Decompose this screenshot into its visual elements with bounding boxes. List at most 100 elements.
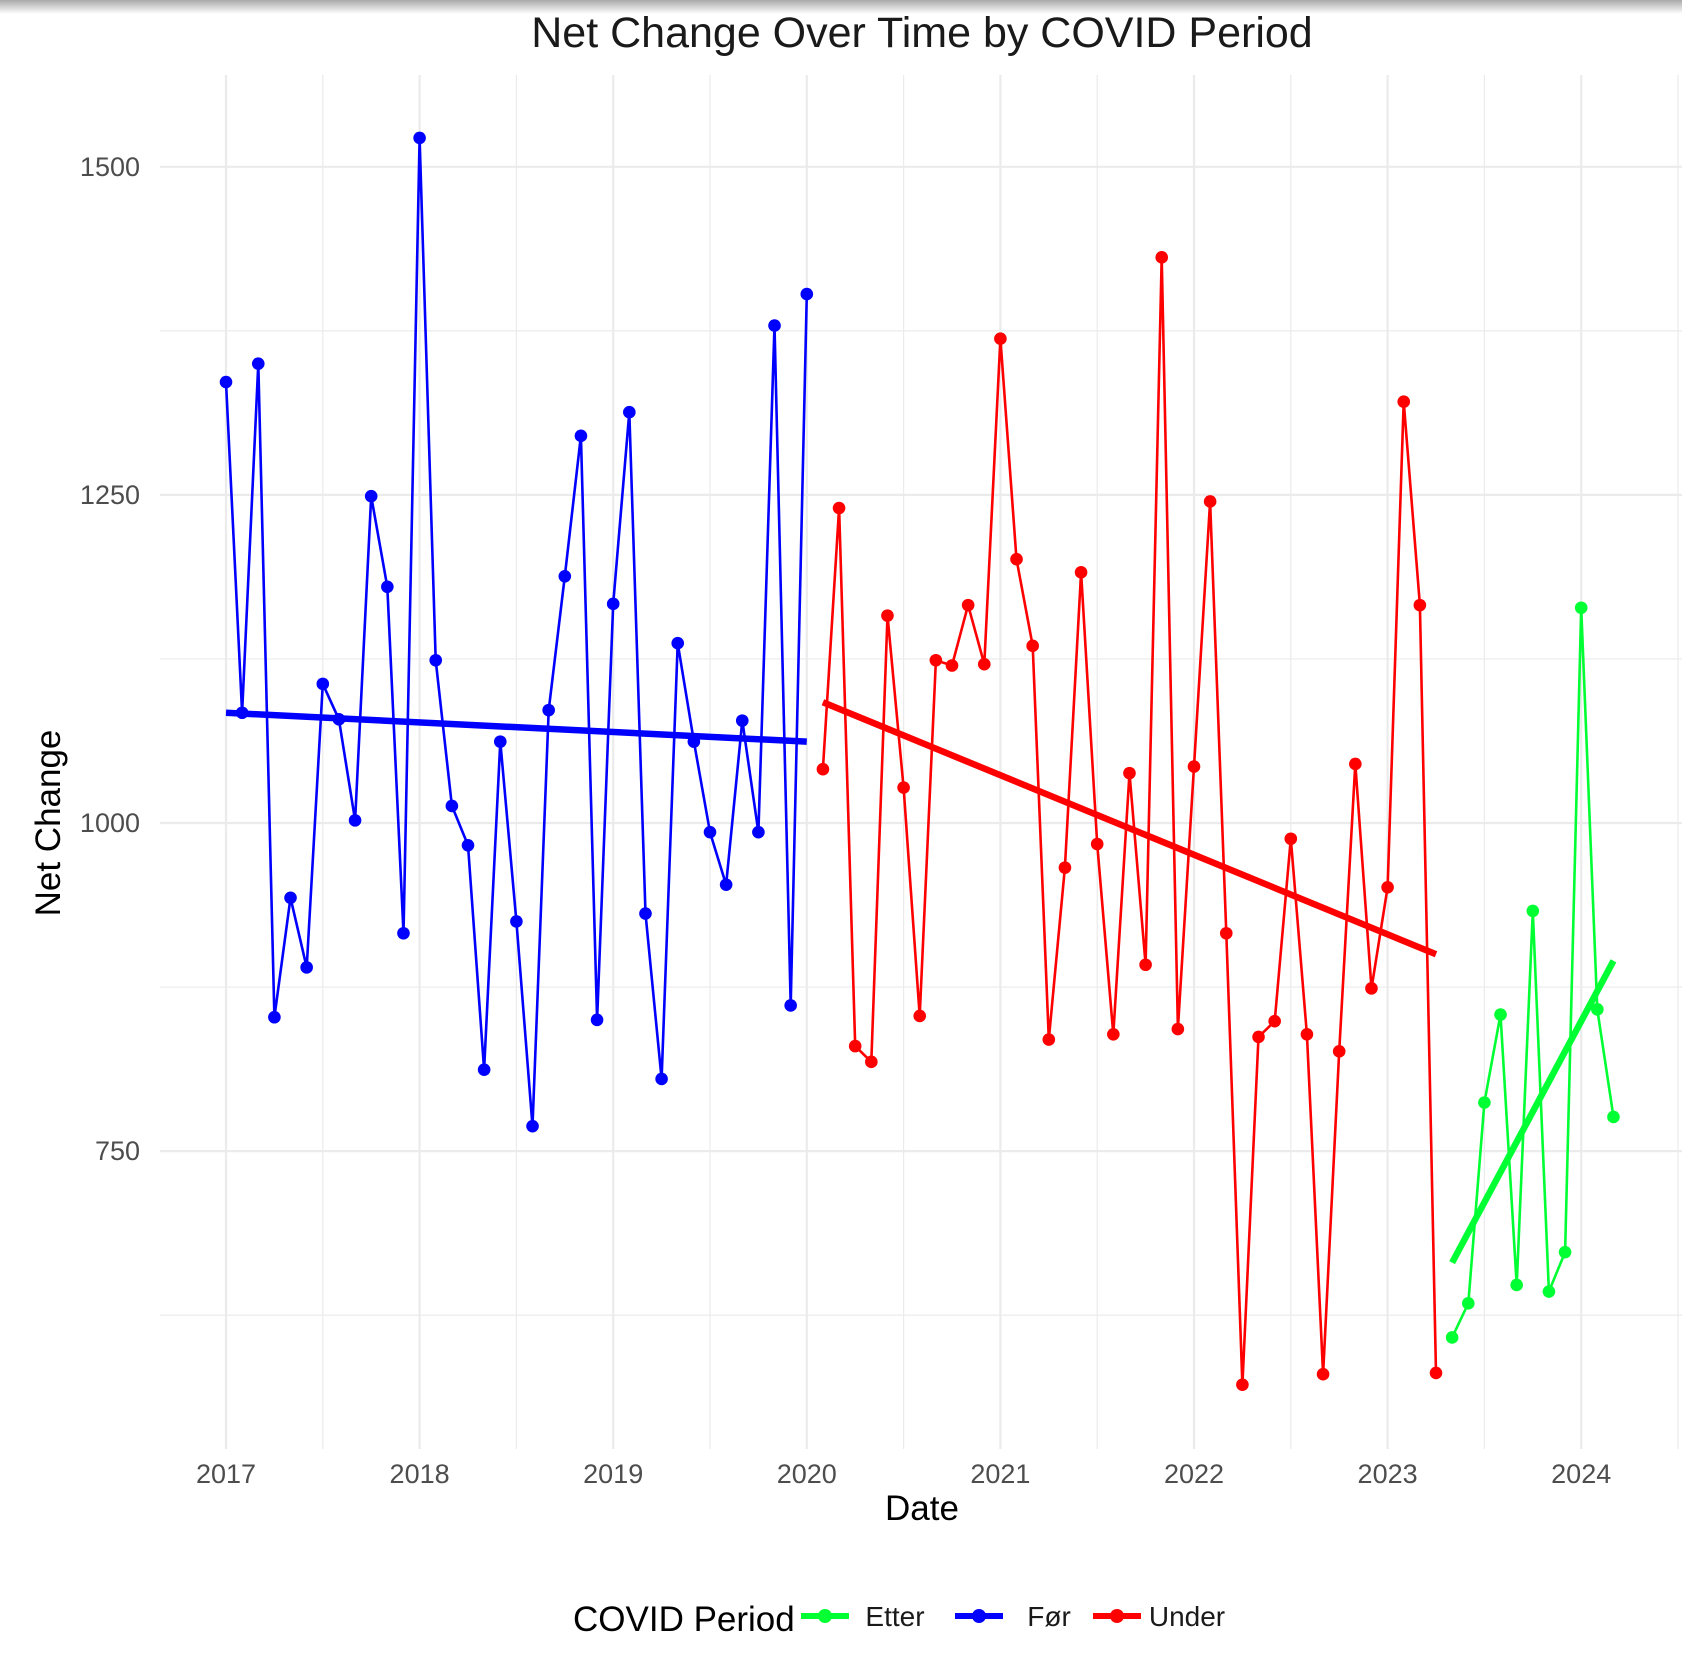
x-tick-label: 2024 <box>1551 1459 1611 1489</box>
data-point-f-r <box>687 735 701 748</box>
data-point-under <box>977 657 991 671</box>
x-tick-label: 2019 <box>583 1459 643 1489</box>
data-point-f-r <box>284 891 297 905</box>
data-point-under <box>1413 598 1427 612</box>
data-point-f-r <box>558 569 572 583</box>
data-point-f-r <box>316 677 330 691</box>
x-tick-label: 2017 <box>196 1459 256 1489</box>
data-point-under <box>1107 1027 1120 1041</box>
data-point-etter <box>1607 1110 1620 1124</box>
data-point-under <box>929 653 943 667</box>
x-axis-title: Date <box>885 1489 959 1528</box>
data-point-under <box>1187 760 1201 773</box>
data-point-under <box>961 598 975 612</box>
y-axis-title: Net Change <box>29 730 68 917</box>
data-point-etter <box>1445 1331 1459 1344</box>
data-point-f-r <box>623 405 636 419</box>
data-point-under <box>945 659 959 672</box>
data-point-f-r <box>784 999 797 1012</box>
legend-key-point-etter <box>818 1609 832 1623</box>
y-tick-label: 750 <box>95 1136 140 1166</box>
data-point-f-r <box>493 735 507 748</box>
data-point-f-r <box>542 703 555 717</box>
grid <box>160 75 1682 1449</box>
data-point-f-r <box>752 825 765 839</box>
data-point-etter <box>1558 1245 1572 1259</box>
data-point-f-r <box>703 825 717 839</box>
legend-label-etter: Etter <box>865 1601 924 1632</box>
data-point-under <box>913 1009 927 1023</box>
data-point-f-r <box>477 1063 491 1077</box>
data-point-under <box>1155 251 1169 264</box>
legend-label-under: Under <box>1149 1601 1225 1632</box>
legend-key-point-f-r <box>972 1609 986 1623</box>
data-point-etter <box>1461 1297 1475 1310</box>
data-point-under <box>1381 881 1394 894</box>
data-point-under <box>1074 566 1088 579</box>
trend-line-etter <box>1449 959 1617 1265</box>
data-point-f-r <box>800 287 814 301</box>
x-tick-label: 2020 <box>777 1459 837 1489</box>
data-point-f-r <box>332 713 346 726</box>
data-point-under <box>1252 1030 1265 1044</box>
data-point-under <box>1300 1027 1314 1041</box>
x-tick-label: 2022 <box>1164 1459 1224 1489</box>
data-point-f-r <box>510 915 523 928</box>
y-tick-label: 1000 <box>80 808 140 838</box>
window-top-shadow <box>0 0 1682 14</box>
data-point-f-r <box>768 319 781 332</box>
data-point-under <box>1010 552 1023 566</box>
tick-labels: 2017 2018 2019 2020 2021 2022 2023 2024 750 1000 1… <box>80 152 1611 1489</box>
trend-lines <box>225 699 1617 1265</box>
data-point-f-r <box>671 636 685 650</box>
data-point-etter <box>1494 1008 1507 1021</box>
data-point-f-r <box>445 799 459 813</box>
data-point-etter <box>1542 1285 1556 1298</box>
data-point-under <box>994 332 1007 346</box>
data-point-under <box>1268 1014 1281 1028</box>
data-point-under <box>865 1055 878 1069</box>
x-tick-label: 2018 <box>390 1459 450 1489</box>
y-tick-label: 1500 <box>80 152 140 182</box>
legend-label-f-r: Før <box>1027 1601 1071 1632</box>
data-point-f-r <box>461 839 475 852</box>
data-point-f-r <box>413 131 426 145</box>
data-point-under <box>1236 1378 1249 1392</box>
data-point-f-r <box>639 907 652 920</box>
data-point-f-r <box>429 653 443 667</box>
data-point-under <box>1429 1366 1443 1380</box>
data-point-f-r <box>719 878 733 891</box>
data-point-etter <box>1478 1096 1491 1109</box>
data-point-under <box>1090 837 1104 851</box>
data-point-under <box>1171 1022 1185 1036</box>
data-point-under <box>1058 861 1072 874</box>
y-tick-label: 1250 <box>80 480 140 510</box>
data-point-under <box>897 781 910 794</box>
legend-title: COVID Period <box>573 1600 795 1639</box>
data-point-f-r <box>655 1072 668 1086</box>
legend-key-point-under <box>1110 1609 1124 1623</box>
data-point-under <box>1219 926 1233 940</box>
data-point-f-r <box>574 429 588 443</box>
data-point-f-r <box>300 961 313 974</box>
data-point-etter <box>1574 601 1588 615</box>
data-point-etter <box>1510 1278 1523 1292</box>
legend: COVID Period Etter Før Under <box>573 1600 1225 1639</box>
data-point-under <box>1397 395 1411 409</box>
data-point-f-r <box>381 580 394 594</box>
data-point-f-r <box>235 706 249 720</box>
data-point-under <box>1139 958 1152 972</box>
data-point-under <box>881 609 894 622</box>
data-point-f-r <box>219 375 233 389</box>
series-line-under <box>821 256 1438 1386</box>
data-point-etter <box>1591 1003 1604 1016</box>
x-tick-label: 2021 <box>970 1459 1030 1489</box>
data-point-under <box>1332 1045 1346 1058</box>
data-point-f-r <box>397 926 410 940</box>
data-point-under <box>1284 832 1298 846</box>
data-point-f-r <box>251 357 265 370</box>
data-point-under <box>1203 495 1217 508</box>
trend-line-under <box>821 699 1438 958</box>
data-point-f-r <box>606 597 620 611</box>
data-point-under <box>1349 757 1362 771</box>
